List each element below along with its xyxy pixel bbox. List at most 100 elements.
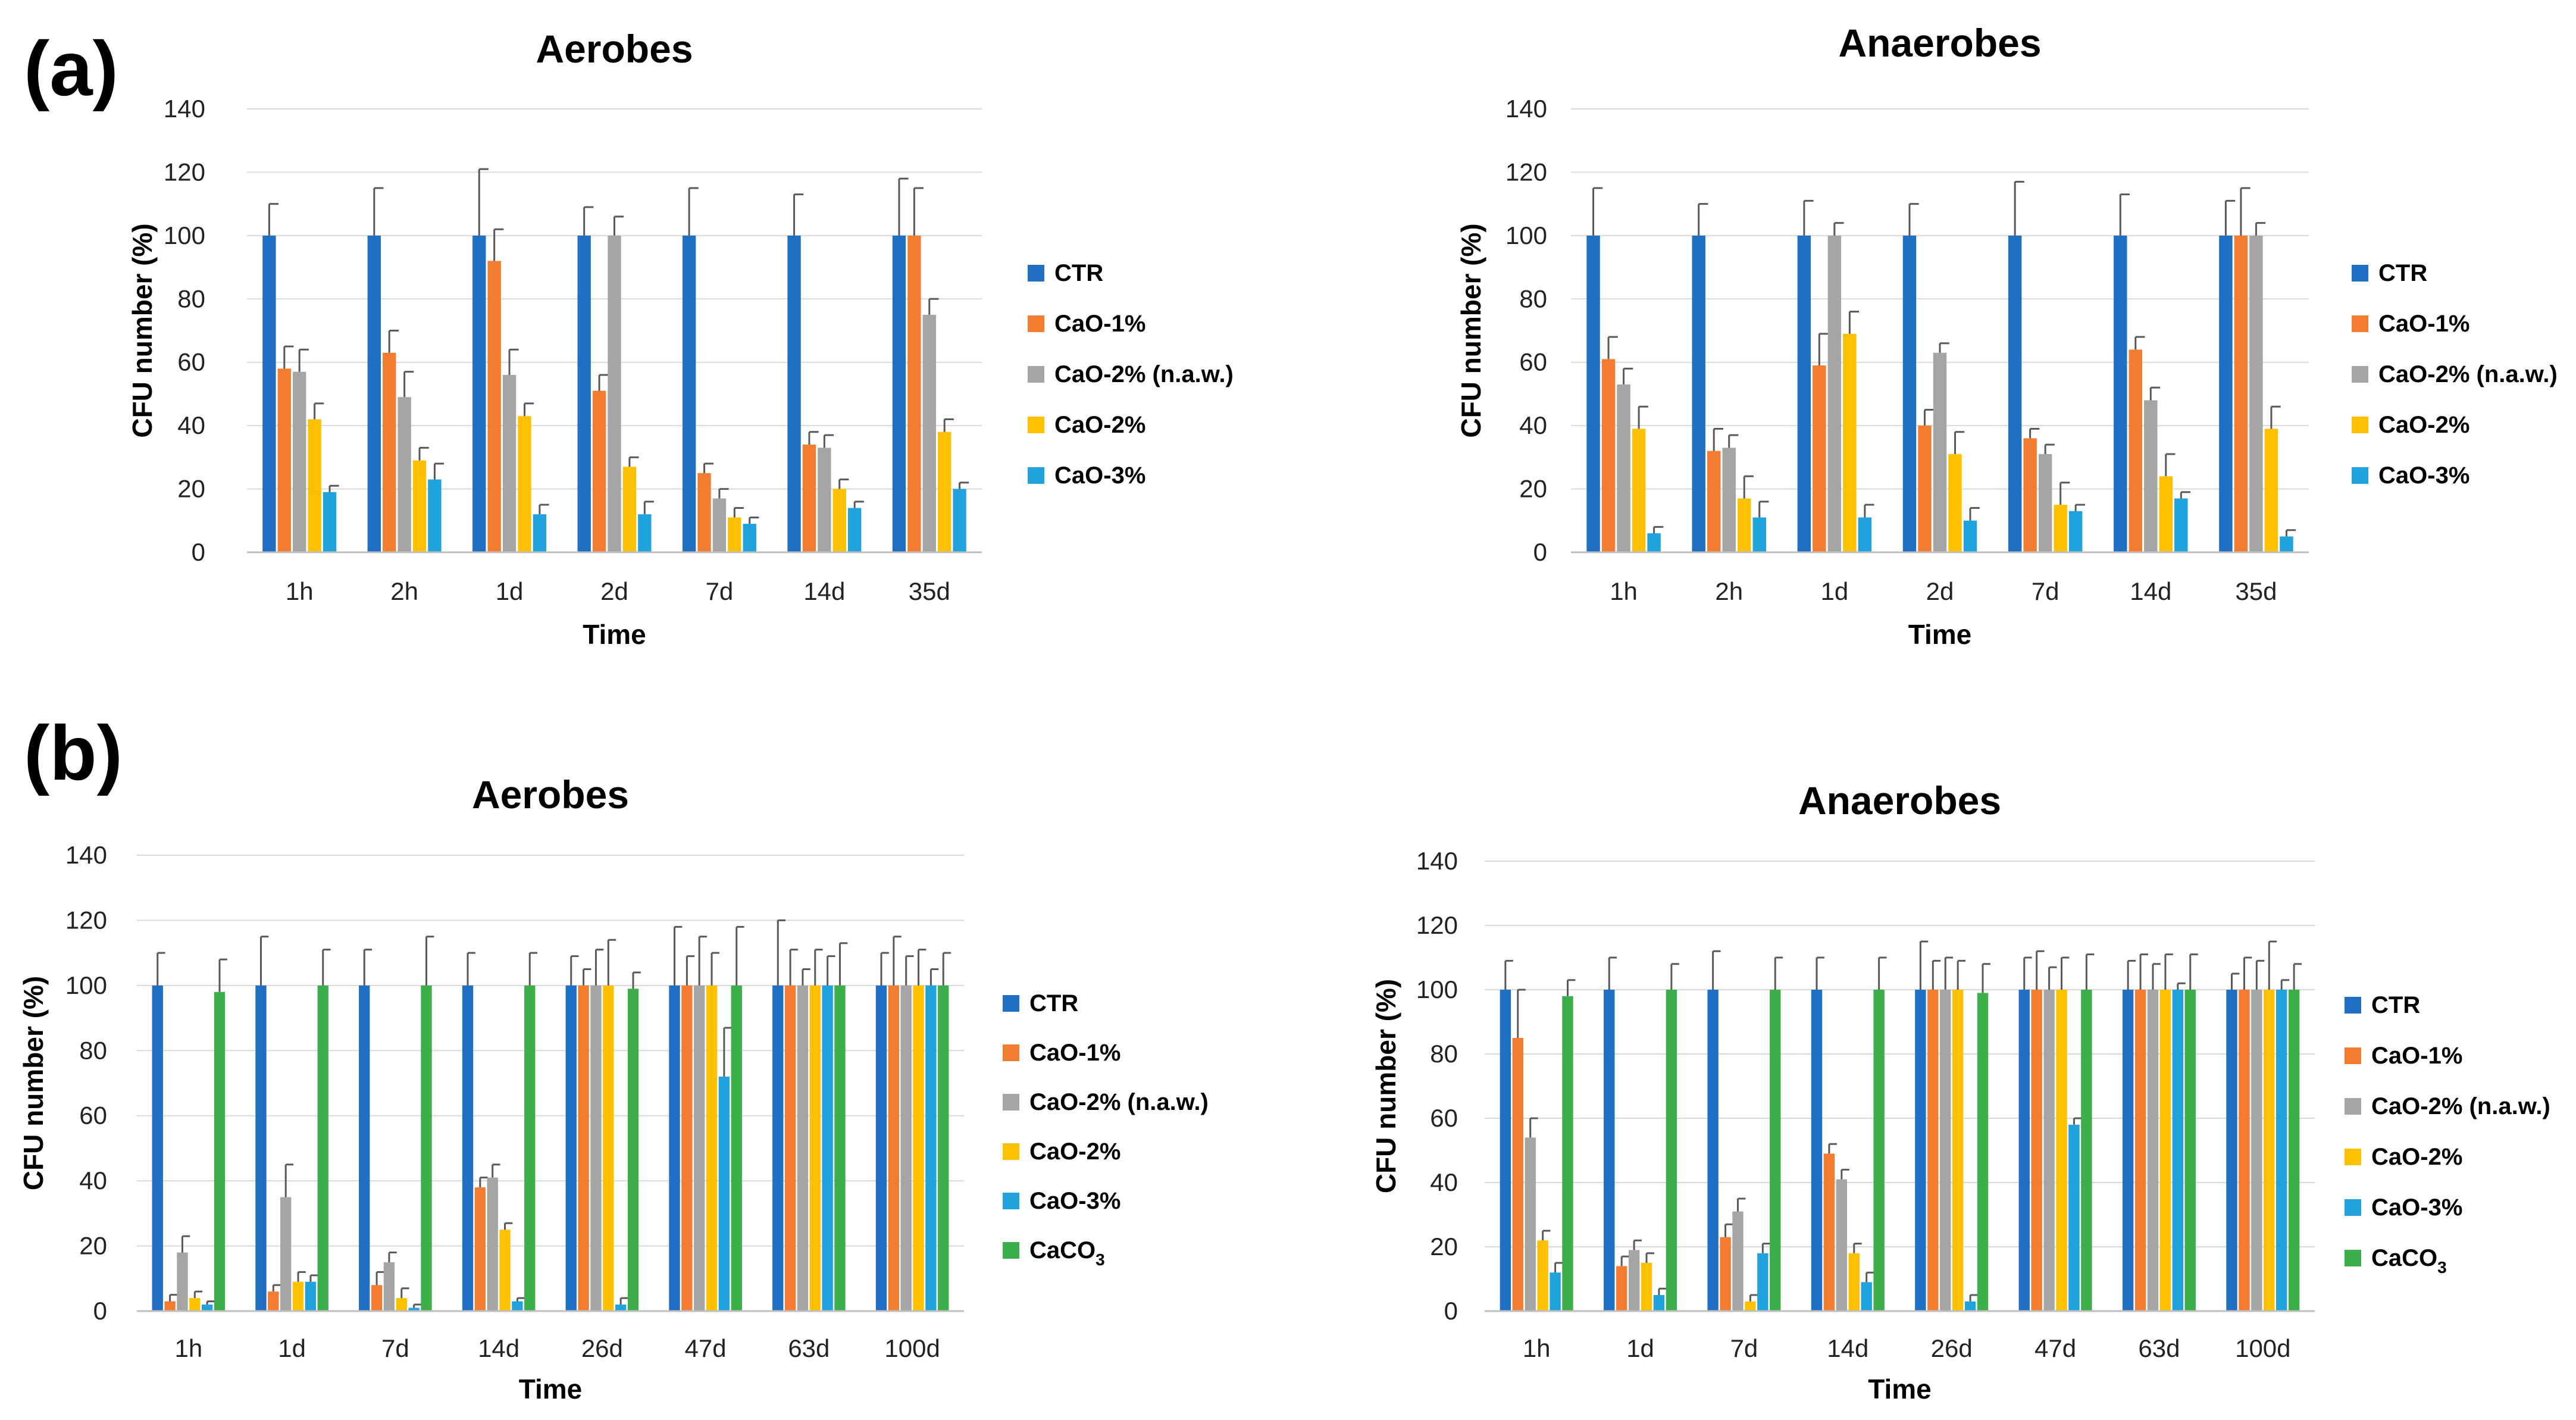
bar-cao-2 xyxy=(2056,990,2067,1311)
error-bar xyxy=(1908,203,1919,236)
error-bar xyxy=(1749,1294,1758,1302)
legend-swatch-cao-2-n-a-w xyxy=(1028,366,1044,383)
legend-swatch-cao-2 xyxy=(2352,417,2368,433)
y-tick-label: 20 xyxy=(79,1232,107,1260)
error-bar xyxy=(2243,956,2252,990)
error-bar xyxy=(298,348,309,372)
x-tick-label: 26d xyxy=(1931,1334,1973,1362)
legend-label-cao-3: CaO-3% xyxy=(2371,1194,2462,1221)
bar-ctr xyxy=(472,235,486,552)
error-bar xyxy=(1504,959,1513,990)
error-bar xyxy=(2224,199,2236,236)
error-bar xyxy=(1969,1294,1978,1302)
bar-cao-3 xyxy=(428,479,442,552)
legend-label-cao-1: CaO-1% xyxy=(1029,1040,1120,1066)
error-bar xyxy=(814,949,823,986)
y-tick-label: 0 xyxy=(1533,538,1547,566)
error-bar xyxy=(284,1163,294,1197)
bar-cao-2-n-a-w xyxy=(608,235,621,552)
bar-cao-3 xyxy=(2280,536,2293,552)
error-bar xyxy=(1529,1117,1538,1138)
bar-caco3 xyxy=(2081,990,2092,1311)
error-bar xyxy=(425,936,434,986)
error-bar xyxy=(1698,203,1708,236)
bar-cao-1 xyxy=(1720,1237,1731,1311)
legend-label-ctr: CTR xyxy=(2378,260,2427,286)
error-bar xyxy=(156,952,165,986)
bar-cao-3 xyxy=(305,1281,317,1311)
x-tick-label: 2d xyxy=(1926,577,1954,605)
bar-cao-2 xyxy=(809,985,821,1311)
bar-cao-3 xyxy=(822,985,833,1311)
error-bar xyxy=(1878,956,1887,990)
x-axis-title: Time xyxy=(519,1374,583,1405)
bar-cao-2 xyxy=(728,517,741,552)
legend-swatch-cao-1 xyxy=(2345,1047,2361,1064)
error-bar xyxy=(619,1297,628,1305)
x-tick-label: 1h xyxy=(286,577,314,605)
bar-ctr xyxy=(787,235,801,552)
bar-cao-3 xyxy=(1963,520,1977,552)
legend-label-cao-2: CaO-2% xyxy=(1054,412,1145,438)
legend-swatch-cao-2 xyxy=(2345,1149,2361,1165)
bar-cao-2-n-a-w xyxy=(712,498,727,552)
error-bar xyxy=(628,456,639,467)
error-bar xyxy=(1623,367,1633,384)
bar-caco3 xyxy=(317,985,328,1311)
legend-label-caco3: CaCO3 xyxy=(2371,1245,2447,1277)
error-bar xyxy=(2073,1117,2082,1125)
error-bar xyxy=(400,1287,409,1299)
bar-cao-2 xyxy=(292,1281,304,1311)
error-bar xyxy=(735,925,744,986)
bar-cao-3 xyxy=(323,492,337,552)
bar-cao-1 xyxy=(2134,990,2146,1311)
bar-caco3 xyxy=(421,985,432,1311)
bar-cao-2-n-a-w xyxy=(1933,352,1947,552)
bar-cao-2-n-a-w xyxy=(1722,448,1736,552)
bar-caco3 xyxy=(1666,990,1677,1311)
bar-cao-2 xyxy=(189,1298,201,1311)
legend-swatch-ctr xyxy=(2352,265,2368,282)
error-bar xyxy=(929,968,939,986)
bar-cao-2-n-a-w xyxy=(694,985,705,1311)
y-tick-label: 80 xyxy=(1430,1040,1458,1068)
bar-ctr xyxy=(1500,990,1511,1311)
legend-label-cao-2-n-a-w: CaO-2% (n.a.w.) xyxy=(2371,1093,2550,1119)
bar-ctr xyxy=(669,985,680,1311)
error-bar xyxy=(632,971,641,989)
legend-swatch-cao-2-n-a-w xyxy=(2345,1098,2361,1115)
error-bar xyxy=(2014,180,2024,236)
chart-a-aerobes: Aerobes 0 20 40 60 80 100 120 140 CFU number (%) 1… xyxy=(127,27,1234,650)
bar-cao-2 xyxy=(518,416,531,552)
y-tick-label: 100 xyxy=(1416,975,1458,1003)
error-bar xyxy=(218,958,227,992)
bar-cao-3 xyxy=(2068,511,2083,552)
error-bar xyxy=(1517,989,1526,1038)
bar-cao-3 xyxy=(953,489,966,552)
error-bar xyxy=(942,952,951,986)
error-bar xyxy=(723,1027,732,1077)
bar-ctr xyxy=(1707,990,1719,1311)
x-tick-label: 7d xyxy=(2032,577,2059,605)
error-bar xyxy=(479,1177,488,1188)
bar-cao-2 xyxy=(603,985,614,1311)
bar-caco3 xyxy=(627,989,639,1311)
y-tick-label: 40 xyxy=(1519,411,1547,439)
x-tick-label: 63d xyxy=(788,1334,830,1362)
bar-cao-1 xyxy=(1813,365,1826,552)
bar-cao-1 xyxy=(371,1285,383,1311)
bar-cao-1 xyxy=(681,985,693,1311)
legend-label-cao-3: CaO-3% xyxy=(1029,1188,1120,1214)
bar-cao-2-n-a-w xyxy=(797,985,809,1311)
bar-cao-1 xyxy=(383,352,396,552)
bar-ctr xyxy=(577,235,591,552)
error-bar xyxy=(1736,1197,1746,1212)
error-bar xyxy=(193,1290,203,1299)
error-bar xyxy=(2285,529,2296,537)
error-bar xyxy=(1853,1243,1862,1253)
error-bar xyxy=(1670,963,1679,990)
bar-caco3 xyxy=(834,985,846,1311)
bar-cao-2-n-a-w xyxy=(2038,454,2052,552)
x-tick-label: 2h xyxy=(1715,577,1743,605)
bar-cao-2-n-a-w xyxy=(397,397,411,552)
